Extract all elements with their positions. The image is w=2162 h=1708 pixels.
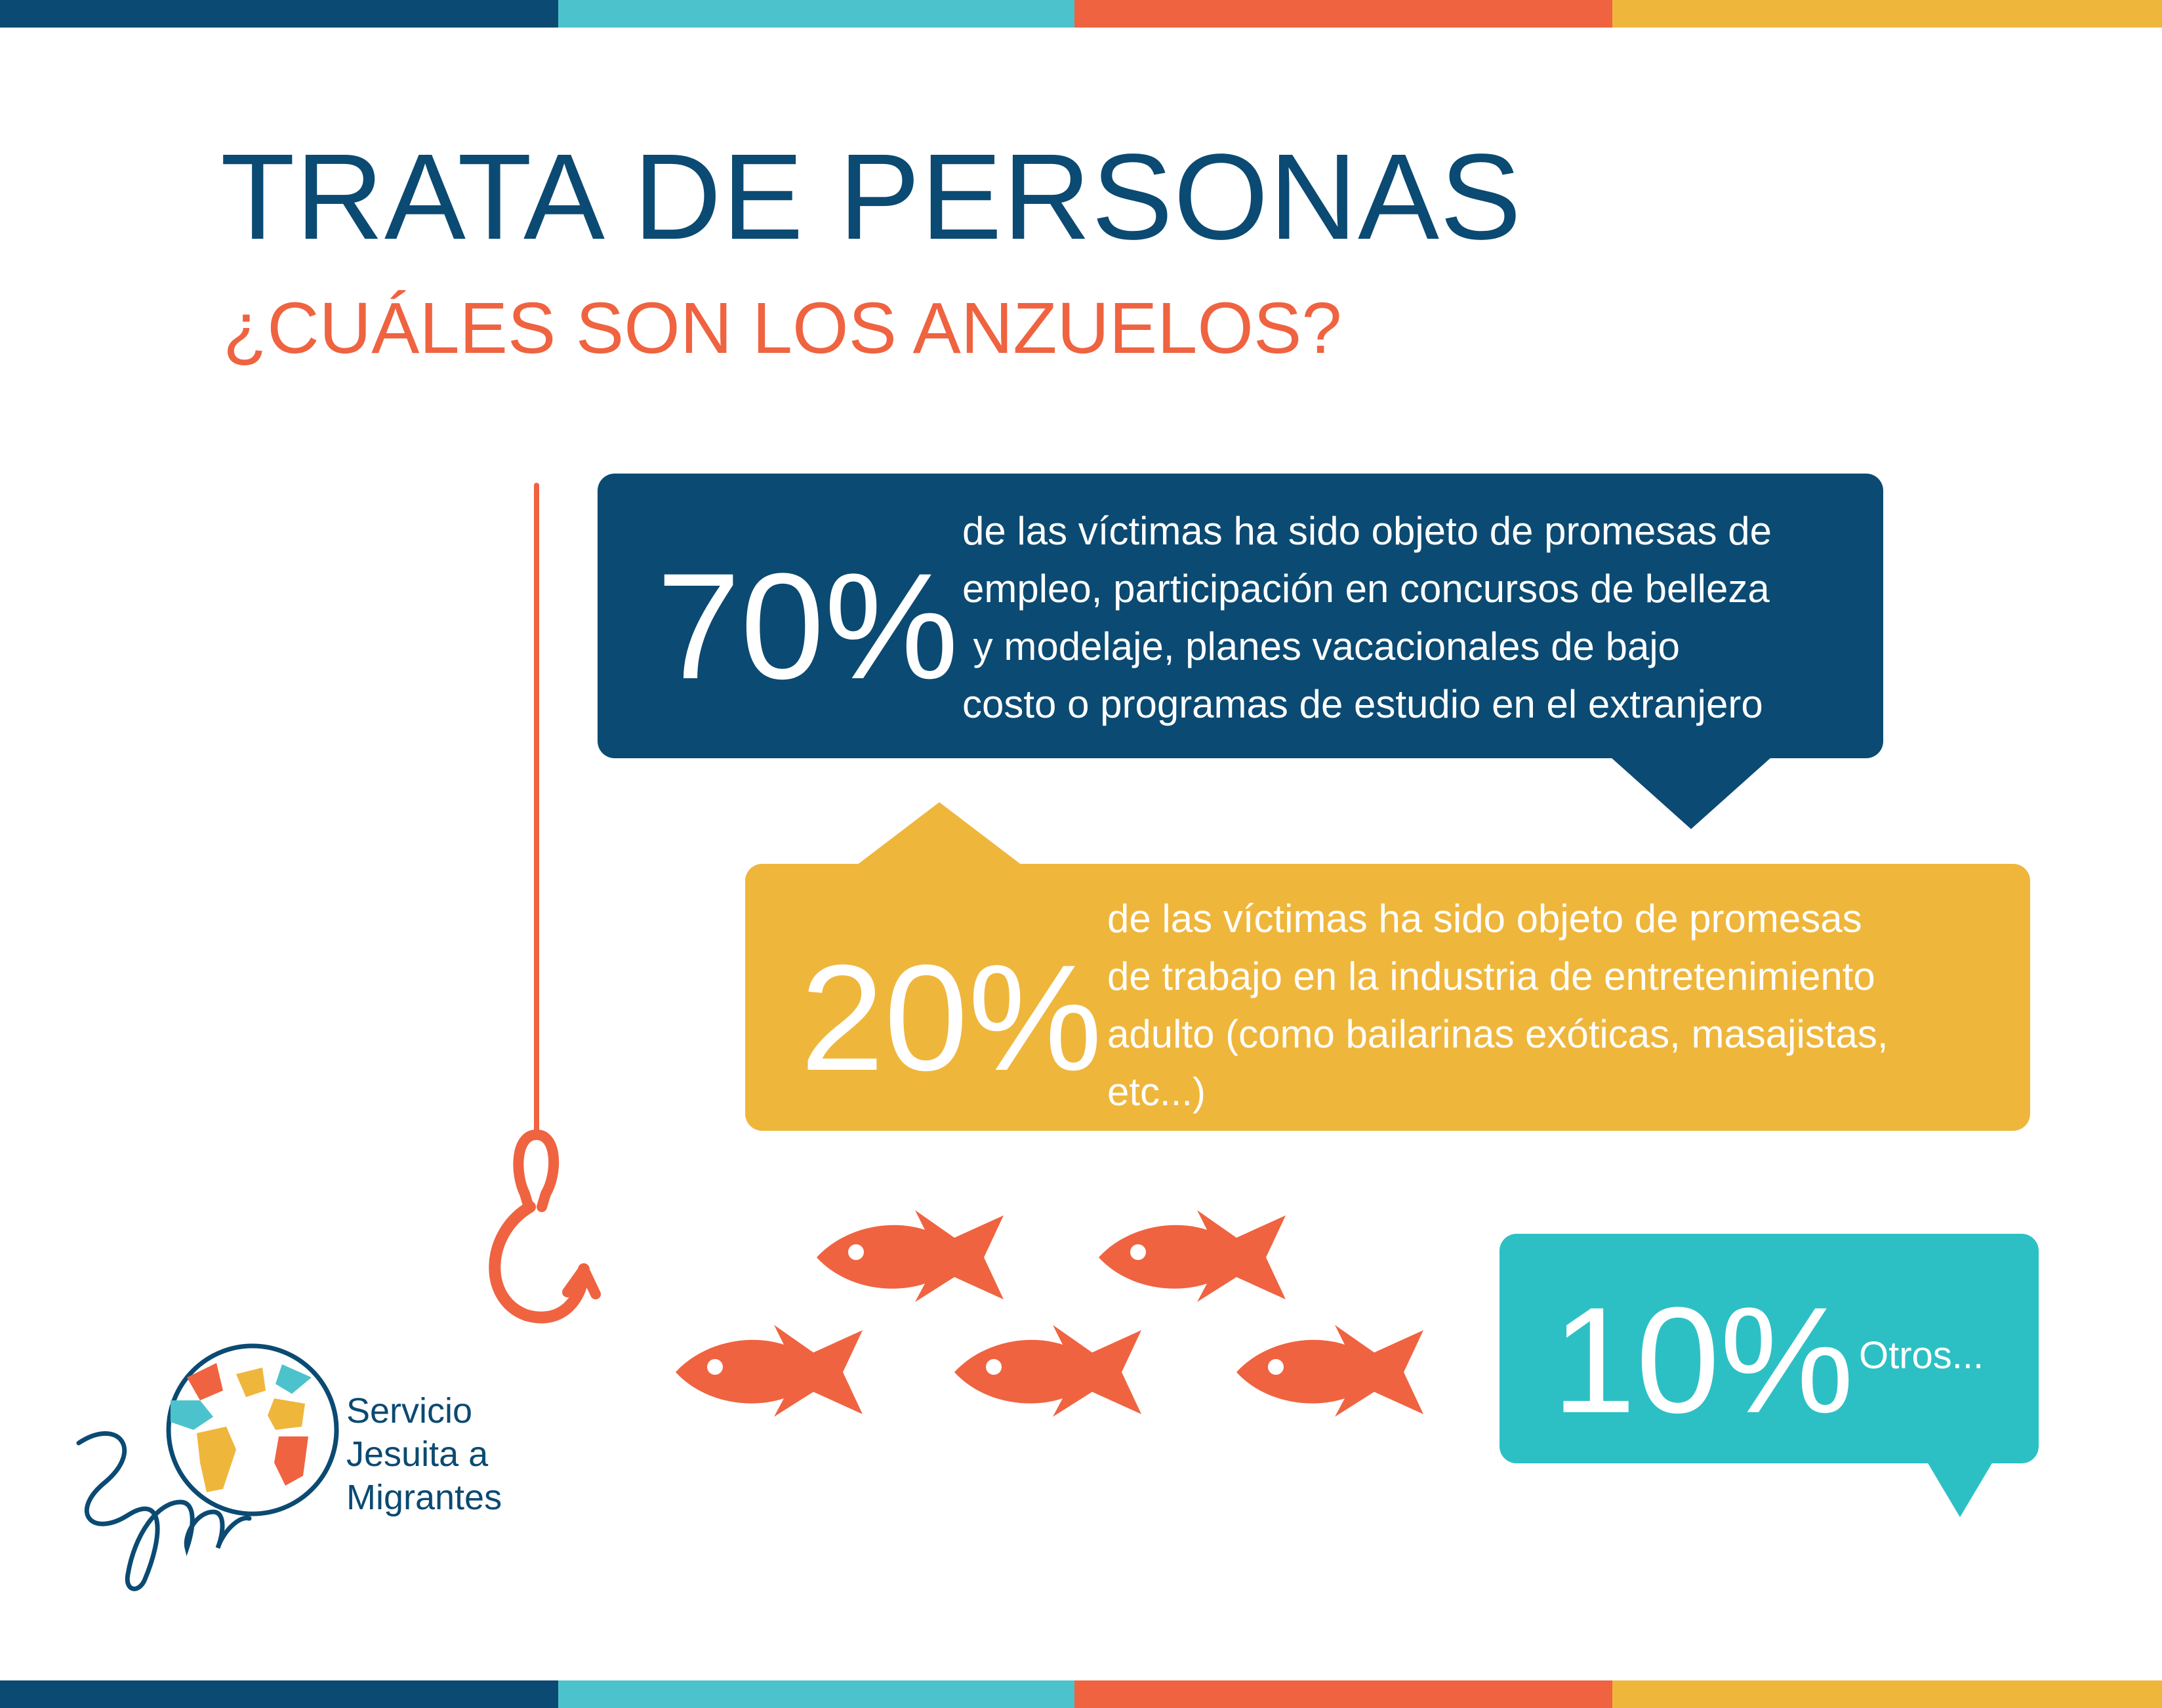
bubble-tail-20 bbox=[857, 802, 1022, 865]
fish-icon bbox=[954, 1325, 1141, 1417]
description-line: etc...) bbox=[1107, 1070, 1206, 1114]
description-line: adulto (como bailarinas exóticas, masaji… bbox=[1107, 1012, 1888, 1056]
fish-icon bbox=[1099, 1210, 1286, 1302]
stripe-teal bbox=[558, 0, 1074, 28]
stat-percent: 70% bbox=[657, 542, 959, 710]
stripe-orange bbox=[1074, 1680, 1612, 1708]
bottom-color-stripe bbox=[0, 1680, 2162, 1708]
stripe-yellow bbox=[1612, 0, 2162, 28]
description-line: Otros... bbox=[1859, 1334, 1984, 1377]
stat-percent: 10% bbox=[1552, 1276, 1854, 1444]
page-subtitle: ¿CUÁLES SON LOS ANZUELOS? bbox=[223, 288, 1342, 369]
stripe-navy bbox=[0, 0, 558, 28]
fish-icon bbox=[817, 1210, 1004, 1302]
description-line: de trabajo en la industria de entretenim… bbox=[1107, 954, 1875, 998]
logo-line: Jesuita a bbox=[346, 1434, 489, 1474]
stripe-yellow bbox=[1612, 1680, 2162, 1708]
bubble-tail-70 bbox=[1610, 757, 1772, 829]
description-line: costo o programas de estudio en el extra… bbox=[962, 682, 1763, 726]
stripe-teal bbox=[558, 1680, 1074, 1708]
stat-percent: 20% bbox=[800, 933, 1103, 1102]
description-line: de las víctimas ha sido objeto de promes… bbox=[1107, 897, 1862, 941]
page-title: TRATA DE PERSONAS bbox=[220, 129, 1522, 265]
fish-icon bbox=[676, 1325, 863, 1417]
description-line: de las víctimas ha sido objeto de promes… bbox=[962, 509, 1772, 553]
sjm-globe-logo bbox=[76, 1343, 339, 1591]
description-line: y modelaje, planes vacacionales de bajo bbox=[962, 624, 1681, 668]
stat-bubble-10: 10% Otros... bbox=[1499, 1234, 2039, 1463]
logo-wordmark: Servicio Jesuita a Migrantes bbox=[346, 1389, 502, 1519]
stat-description: de las víctimas ha sido objeto de promes… bbox=[962, 502, 1772, 733]
bubble-tail-10 bbox=[1927, 1462, 1993, 1517]
fish-icon bbox=[1236, 1325, 1423, 1417]
logo-line: Servicio bbox=[346, 1391, 473, 1431]
top-color-stripe bbox=[0, 0, 2162, 28]
stripe-orange bbox=[1074, 0, 1612, 28]
stat-bubble-20: 20% de las víctimas ha sido objeto de pr… bbox=[745, 864, 2030, 1131]
stripe-navy bbox=[0, 1680, 558, 1708]
description-line: empleo, participación en concursos de be… bbox=[962, 567, 1770, 611]
fishing-hook-icon bbox=[489, 483, 601, 1324]
stat-bubble-70: 70% de las víctimas ha sido objeto de pr… bbox=[598, 474, 1883, 758]
stat-description: Otros... bbox=[1859, 1327, 1984, 1385]
logo-line: Migrantes bbox=[346, 1478, 502, 1517]
stat-description: de las víctimas ha sido objeto de promes… bbox=[1107, 890, 1888, 1121]
